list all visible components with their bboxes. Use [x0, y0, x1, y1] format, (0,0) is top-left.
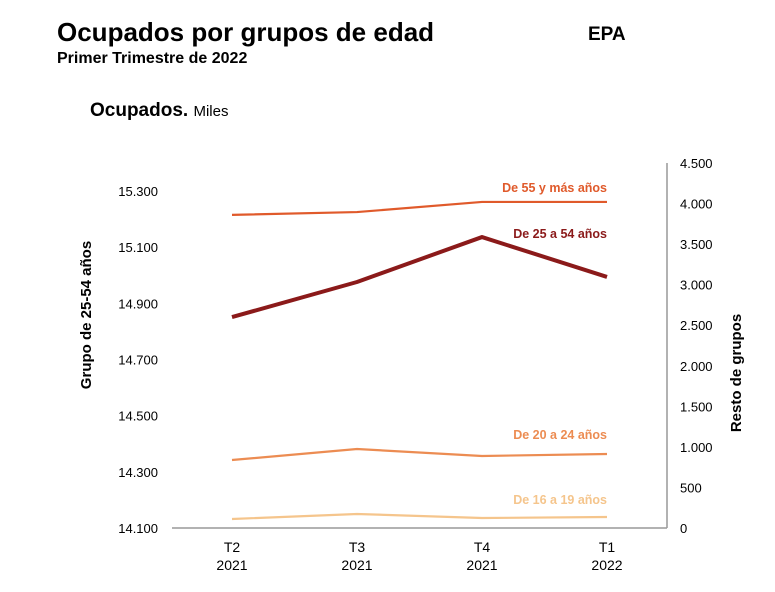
series-line — [231, 200, 607, 217]
unit-label: Ocupados. Miles — [90, 100, 228, 122]
chart-subtitle: Primer Trimestre de 2022 — [57, 50, 248, 67]
right-tick-label: 3.000 — [680, 278, 713, 293]
x-tick-label-year: 2021 — [216, 557, 247, 573]
left-tick-label: 14.700 — [118, 353, 158, 368]
unit-sub: Miles — [193, 103, 229, 120]
left-tick-label: 14.300 — [118, 465, 158, 480]
source-label: EPA — [588, 24, 626, 45]
series-line — [231, 512, 608, 521]
x-tick-label-year: 2021 — [466, 557, 497, 573]
x-tick-label-year: 2021 — [341, 557, 372, 573]
x-tick-label: T2 — [224, 539, 241, 555]
series-line — [231, 235, 608, 320]
x-tick-label: T3 — [349, 539, 366, 555]
unit-main: Ocupados. — [90, 100, 189, 121]
x-tick-label-year: 2022 — [591, 557, 622, 573]
chart-title: Ocupados por grupos de edad — [57, 17, 435, 47]
left-tick-label: 14.500 — [118, 409, 158, 424]
x-tick-label: T1 — [599, 539, 616, 555]
left-axis-title: Grupo de 25-54 años — [78, 241, 95, 389]
right-tick-label: 4.500 — [680, 156, 713, 171]
left-tick-label: 14.100 — [118, 521, 158, 536]
series-label: De 25 a 54 años — [513, 227, 607, 241]
left-tick-label: 15.300 — [118, 184, 158, 199]
series-label: De 20 a 24 años — [513, 428, 607, 442]
series-line — [231, 447, 608, 462]
right-tick-label: 4.000 — [680, 197, 713, 212]
series-label: De 55 y más años — [502, 181, 607, 195]
right-tick-label: 2.500 — [680, 318, 713, 333]
right-tick-label: 1.500 — [680, 399, 713, 414]
right-axis-title: Resto de grupos — [728, 314, 745, 432]
left-tick-label: 14.900 — [118, 296, 158, 311]
left-tick-label: 15.100 — [118, 240, 158, 255]
right-tick-label: 500 — [680, 480, 702, 495]
series-label: De 16 a 19 años — [513, 493, 607, 507]
right-tick-label: 3.500 — [680, 237, 713, 252]
right-tick-label: 0 — [680, 521, 687, 536]
right-tick-label: 1.000 — [680, 440, 713, 455]
right-tick-label: 2.000 — [680, 359, 713, 374]
x-tick-label: T4 — [474, 539, 491, 555]
